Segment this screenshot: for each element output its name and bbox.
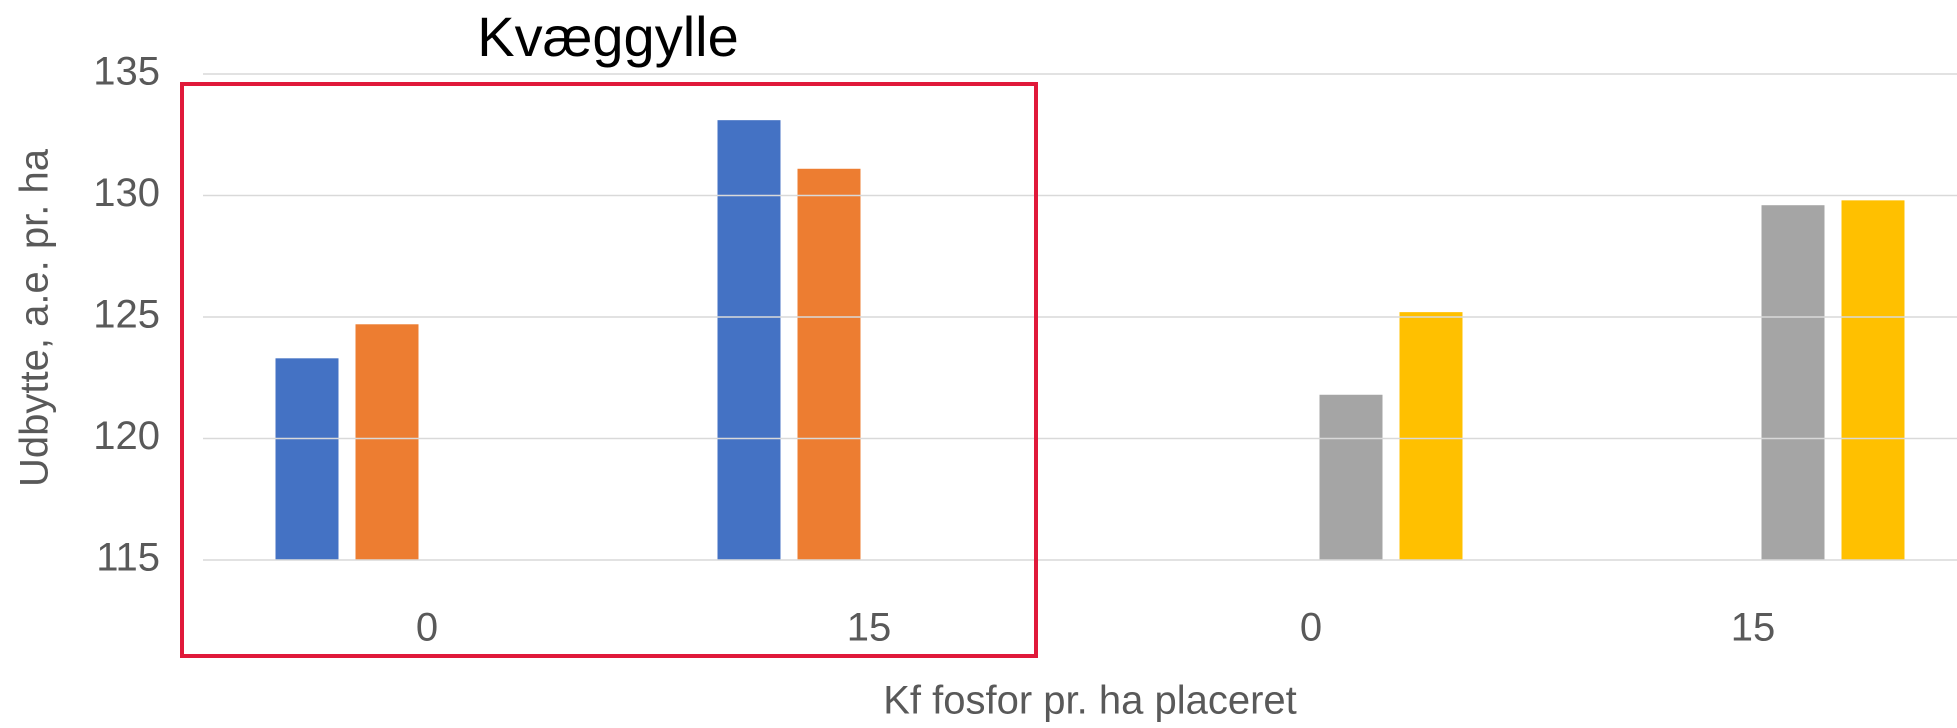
y-tick-label: 125 <box>93 293 160 337</box>
x-tick-label: 15 <box>1731 606 1776 650</box>
x-tick-label: 0 <box>416 606 438 650</box>
bar <box>1761 205 1825 560</box>
x-axis-label: Kf fosfor pr. ha placeret <box>883 679 1297 723</box>
y-tick-label: 130 <box>93 171 160 215</box>
x-tick-label: 15 <box>847 606 892 650</box>
y-axis-label: Udbytte, a.e. pr. ha <box>13 148 57 487</box>
y-tick-label: 120 <box>93 414 160 458</box>
y-tick-label: 135 <box>93 50 160 94</box>
bar <box>1841 200 1905 561</box>
x-tick-label: 0 <box>1300 606 1322 650</box>
bar <box>275 358 339 560</box>
bar <box>717 120 781 561</box>
highlight-box <box>180 82 1038 658</box>
bar <box>1319 394 1383 560</box>
bar <box>797 168 861 560</box>
bar <box>355 324 419 560</box>
y-tick-label: 115 <box>96 536 160 580</box>
bar <box>1399 312 1463 560</box>
annotation: Kvæggylle <box>477 5 738 68</box>
